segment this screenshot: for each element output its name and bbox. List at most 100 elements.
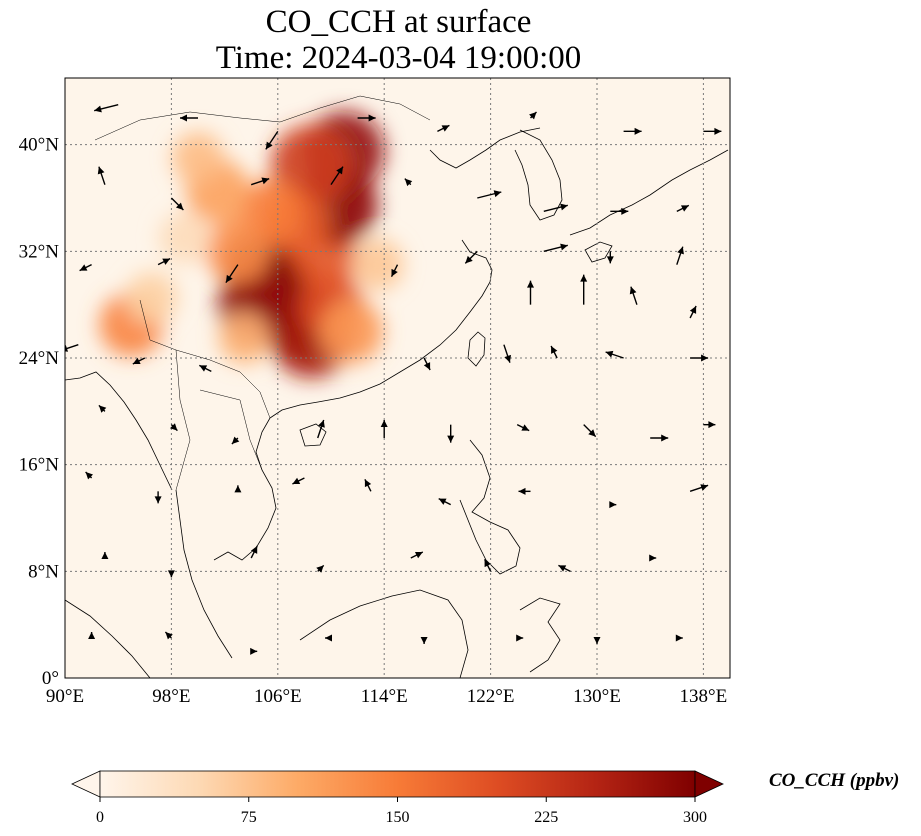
wind-arrow (132, 357, 146, 365)
wind-arrow (689, 484, 709, 492)
bohai-coastline (429, 127, 541, 169)
wind-arrow (690, 354, 709, 362)
wind-arrow (438, 498, 452, 506)
philippines (459, 439, 521, 575)
wind-arrow (518, 487, 531, 495)
map-time-subtitle: Time: 2024-03-04 19:00:00 (215, 40, 582, 76)
wind-arrow (606, 251, 614, 264)
colorbar-extend-low (71, 770, 101, 798)
wind-arrow (380, 420, 388, 438)
lat-tick-label: 16°N (19, 455, 60, 476)
wind-arrow (464, 250, 478, 264)
wind-arrow (404, 178, 413, 187)
longitude-tick-labels: 90°E 98°E 106°E 114°E 122°E 130°E 138°E (46, 686, 727, 707)
plume-cell (351, 238, 404, 291)
wind-arrow (180, 114, 198, 122)
wind-arrow (65, 344, 79, 352)
wind-arrow (98, 404, 107, 413)
wind-arrow (675, 634, 683, 642)
colorbar-tick-label: 0 (96, 809, 104, 826)
colorbar-gradient (99, 770, 696, 798)
colorbar-tick-label: 300 (683, 809, 707, 826)
lon-tick-label: 106°E (254, 686, 302, 707)
wind-arrow (167, 570, 175, 578)
country-borders (94, 95, 431, 491)
wind-arrow (676, 204, 690, 212)
map-title: CO_CCH at surface (265, 4, 532, 40)
wind-arrow (250, 177, 270, 186)
wind-arrow (88, 632, 96, 639)
latitude-tick-labels: 0° 8°N 16°N 24°N 32°N 40°N (19, 135, 60, 689)
wind-arrow (325, 634, 332, 642)
wind-arrow (164, 631, 173, 640)
wind-arrow (516, 424, 530, 432)
taiwan-island (467, 331, 486, 367)
hainan-island (299, 423, 327, 447)
wind-arrow (649, 554, 657, 562)
wind-arrow (609, 501, 617, 509)
wind-arrow (364, 479, 372, 492)
lat-tick-label: 40°N (19, 135, 60, 156)
wind-arrow (676, 246, 684, 265)
sulawesi (519, 597, 561, 673)
wind-arrow (157, 258, 171, 266)
sumatra (65, 599, 151, 678)
wind-arrow (483, 559, 492, 572)
wind-arrow (101, 552, 109, 559)
colorbar-ticks: 0 75 150 225 300 (96, 797, 707, 826)
wind-arrow (605, 350, 624, 359)
korea-peninsula (514, 129, 563, 221)
plume-cell (218, 312, 271, 364)
map-frame (64, 77, 731, 679)
map-background (65, 78, 730, 678)
wind-arrow (703, 421, 716, 429)
wind-arrow (97, 166, 106, 185)
borneo (299, 589, 469, 678)
colorbar: 0 75 150 225 300 (71, 770, 724, 826)
plume-cell (205, 219, 270, 284)
colorbar-label: CO_CCH (ppbv) (769, 770, 900, 791)
wind-arrow (79, 264, 92, 272)
wind-arrow (410, 551, 424, 559)
wind-arrow (550, 345, 558, 359)
indochina-coastline (213, 417, 277, 561)
wind-vectors (65, 103, 722, 655)
wind-arrow (529, 111, 537, 120)
plume-cell (172, 132, 224, 184)
wind-arrow (593, 637, 601, 644)
wind-arrow (317, 419, 325, 439)
wind-arrow (703, 127, 722, 135)
wind-arrow (231, 436, 240, 445)
wind-arrow (265, 130, 279, 150)
wind-arrow (623, 127, 642, 135)
wind-arrow (94, 103, 119, 113)
wind-arrow (198, 364, 212, 372)
wind-arrow (580, 274, 588, 305)
wind-arrow (610, 207, 629, 215)
lat-tick-label: 24°N (19, 348, 60, 369)
wind-arrow (250, 545, 258, 559)
malay-peninsula (175, 489, 233, 659)
wind-arrow (390, 264, 399, 277)
wind-arrow (292, 477, 305, 485)
lat-tick-label: 0° (42, 668, 59, 689)
wind-arrow (85, 471, 94, 480)
lon-tick-label: 130°E (573, 686, 621, 707)
wind-arrow (503, 344, 512, 363)
bay-of-bengal-coast (65, 371, 173, 491)
plume-cell (158, 212, 211, 264)
wind-arrow (689, 305, 697, 319)
wind-arrow (154, 491, 162, 504)
wind-arrow (527, 280, 534, 305)
lon-tick-label: 122°E (467, 686, 515, 707)
lon-tick-label: 138°E (680, 686, 728, 707)
wind-arrow (225, 264, 239, 284)
wind-arrow (543, 203, 568, 213)
wind-arrow (316, 564, 325, 573)
wind-arrow (234, 485, 242, 493)
lat-tick-label: 8°N (28, 561, 59, 582)
wind-arrow (516, 634, 524, 642)
colorbar-extend-high (694, 770, 724, 798)
wind-arrow (629, 286, 638, 305)
